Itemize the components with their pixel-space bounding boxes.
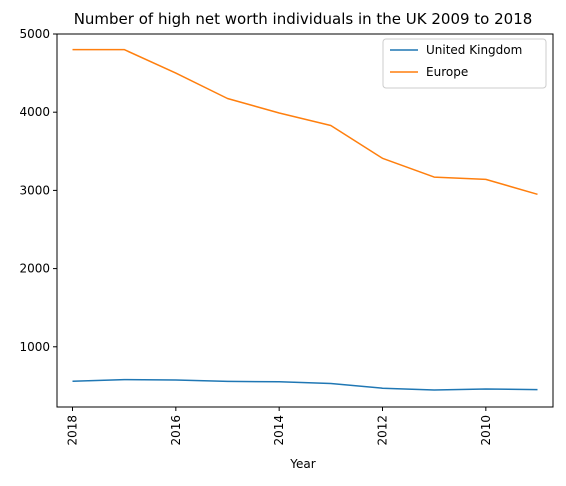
- y-tick-label: 1000: [19, 340, 50, 354]
- y-tick-label: 3000: [19, 183, 50, 197]
- x-tick-label: 2018: [66, 415, 80, 446]
- legend: United Kingdom Europe: [382, 38, 547, 89]
- y-tick-label: 5000: [19, 27, 50, 41]
- series-lines: [72, 48, 538, 391]
- legend-box: [382, 38, 547, 89]
- x-tick-label: 2016: [169, 415, 183, 446]
- legend-label: United Kingdom: [426, 43, 522, 57]
- x-tick-label: 2010: [479, 415, 493, 446]
- plot-area: [56, 33, 554, 408]
- y-tick-label: 2000: [19, 262, 50, 276]
- y-tick-label: 4000: [19, 105, 50, 119]
- series-line-1: [72, 48, 538, 196]
- y-axis: 1000 2000 3000 4000 5000: [19, 27, 57, 354]
- series-line-0: [72, 378, 538, 391]
- x-axis: 2018 2016 2014 2012 2010: [66, 407, 493, 446]
- x-tick-label: 2012: [376, 415, 390, 446]
- x-axis-label: Year: [289, 457, 315, 471]
- legend-label: Europe: [426, 65, 468, 79]
- chart-title: Number of high net worth individuals in …: [74, 10, 533, 28]
- x-tick-label: 2014: [272, 415, 286, 446]
